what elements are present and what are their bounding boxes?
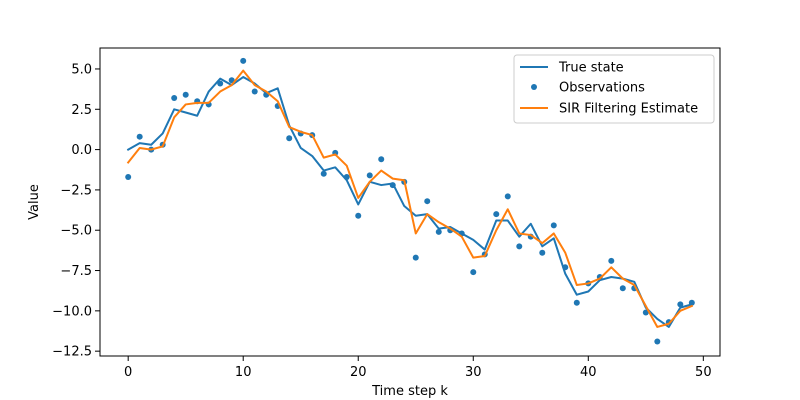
observation-point: [182, 91, 189, 98]
observation-point: [642, 309, 649, 316]
observation-point: [343, 174, 350, 181]
observation-point: [539, 249, 546, 256]
observation-point: [435, 228, 442, 235]
y-tick-label: 0.0: [71, 143, 92, 158]
y-tick-label: 2.5: [71, 103, 92, 118]
y-tick-label: −10.0: [52, 304, 92, 319]
observation-point: [366, 172, 373, 179]
plot-series-layer: [125, 57, 695, 345]
x-tick-label: 50: [695, 365, 712, 380]
observation-point: [286, 135, 293, 142]
observation-point: [550, 222, 557, 229]
legend-label: Observations: [559, 81, 645, 96]
x-tick-label: 0: [124, 365, 132, 380]
y-tick-label: 5.0: [71, 62, 92, 77]
observation-point: [320, 170, 327, 177]
observation-point: [573, 299, 580, 306]
observation-point: [619, 285, 626, 292]
observation-point: [136, 133, 143, 140]
observation-point: [378, 156, 385, 163]
y-tick-label: −5.0: [60, 224, 92, 239]
y-tick-label: −7.5: [60, 264, 92, 279]
x-tick-label: 40: [580, 365, 597, 380]
legend-box: [513, 54, 715, 124]
x-tick-label: 10: [235, 365, 252, 380]
y-axis: 5.0 2.5 0.0 −2.5 −5.0 −7.5 −10.0 −12.5: [52, 62, 100, 360]
observation-point: [171, 94, 178, 101]
observation-point: [355, 212, 362, 219]
observation-point: [389, 182, 396, 189]
observation-point: [240, 57, 247, 64]
legend-label: SIR Filtering Estimate: [559, 102, 698, 117]
y-tick-label: −12.5: [52, 345, 92, 360]
observation-point: [688, 299, 695, 306]
observation-point: [677, 301, 684, 308]
x-tick-label: 20: [350, 365, 367, 380]
observation-point: [493, 211, 500, 218]
observation-point: [470, 269, 477, 276]
legend-label: True state: [558, 61, 624, 76]
y-axis-label: Value: [27, 184, 42, 220]
x-axis-label: Time step k: [371, 384, 448, 399]
observation-point: [424, 198, 431, 205]
observation-point: [516, 243, 523, 250]
plot-frame: [99, 47, 721, 357]
observation-point: [562, 264, 569, 271]
series-line-2: [126, 69, 694, 328]
observation-point: [251, 88, 258, 95]
x-axis: 0 10 20 30 40 50: [124, 356, 712, 380]
observation-point: [504, 193, 511, 200]
observation-point: [412, 254, 419, 261]
y-tick-label: −2.5: [60, 183, 92, 198]
legend-swatch-marker: [531, 84, 537, 90]
observation-point: [125, 174, 132, 181]
legend: True state Observations SIR Filtering Esti…: [513, 54, 715, 124]
observation-point: [608, 257, 615, 264]
observation-point: [654, 338, 661, 345]
observation-point: [217, 80, 224, 87]
x-tick-label: 30: [465, 365, 482, 380]
